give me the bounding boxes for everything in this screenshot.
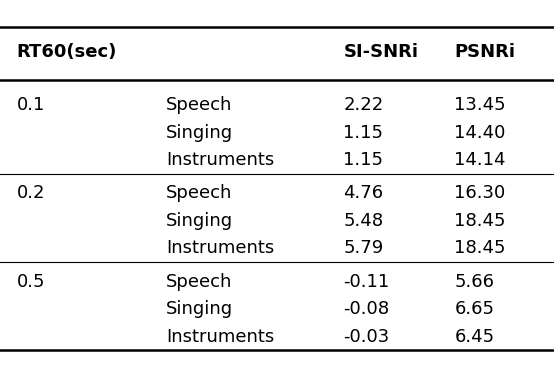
Text: Singing: Singing bbox=[166, 124, 233, 142]
Text: 5.48: 5.48 bbox=[343, 212, 383, 230]
Text: 5.79: 5.79 bbox=[343, 240, 384, 257]
Text: -0.11: -0.11 bbox=[343, 273, 389, 291]
Text: Instruments: Instruments bbox=[166, 151, 274, 169]
Text: 6.45: 6.45 bbox=[454, 328, 494, 346]
Text: 0.5: 0.5 bbox=[17, 273, 45, 291]
Text: Instruments: Instruments bbox=[166, 240, 274, 257]
Text: 14.40: 14.40 bbox=[454, 124, 506, 142]
Text: Singing: Singing bbox=[166, 300, 233, 318]
Text: PSNRi: PSNRi bbox=[454, 43, 515, 61]
Text: 2.22: 2.22 bbox=[343, 96, 384, 114]
Text: Speech: Speech bbox=[166, 273, 233, 291]
Text: 5.66: 5.66 bbox=[454, 273, 494, 291]
Text: SI-SNRi: SI-SNRi bbox=[343, 43, 418, 61]
Text: 18.45: 18.45 bbox=[454, 240, 506, 257]
Text: 13.45: 13.45 bbox=[454, 96, 506, 114]
Text: 0.2: 0.2 bbox=[17, 185, 45, 202]
Text: 1.15: 1.15 bbox=[343, 124, 383, 142]
Text: 16.30: 16.30 bbox=[454, 185, 506, 202]
Text: Speech: Speech bbox=[166, 96, 233, 114]
Text: -0.03: -0.03 bbox=[343, 328, 389, 346]
Text: 1.15: 1.15 bbox=[343, 151, 383, 169]
Text: 0.1: 0.1 bbox=[17, 96, 45, 114]
Text: Speech: Speech bbox=[166, 185, 233, 202]
Text: RT60(sec): RT60(sec) bbox=[17, 43, 117, 61]
Text: Instruments: Instruments bbox=[166, 328, 274, 346]
Text: 6.65: 6.65 bbox=[454, 300, 494, 318]
Text: 18.45: 18.45 bbox=[454, 212, 506, 230]
Text: 14.14: 14.14 bbox=[454, 151, 506, 169]
Text: -0.08: -0.08 bbox=[343, 300, 389, 318]
Text: 4.76: 4.76 bbox=[343, 185, 383, 202]
Text: Singing: Singing bbox=[166, 212, 233, 230]
